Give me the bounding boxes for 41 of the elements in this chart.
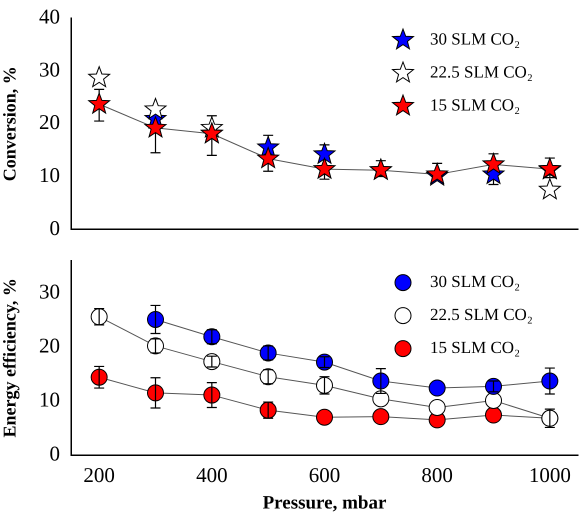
legend-label: 22.5 SLM CO₂: [430, 62, 533, 82]
point: [260, 344, 277, 362]
point: [485, 406, 502, 424]
y-tick-label: 20: [39, 110, 60, 134]
y-axis-title: Energy efficiency, %: [0, 278, 20, 438]
y-tick-label: 0: [50, 442, 60, 466]
y-axis-title: Conversion, %: [0, 66, 20, 182]
point: [538, 178, 561, 200]
point: [428, 398, 446, 416]
point: [372, 408, 390, 426]
y-tick-label: 10: [39, 388, 60, 412]
x-tick-label: 400: [196, 463, 228, 488]
x-tick-label: 200: [83, 463, 115, 488]
y-tick-label: 40: [39, 4, 60, 29]
legend-label: 15 SLM CO₂: [430, 95, 520, 114]
point: [147, 310, 164, 328]
point: [203, 328, 220, 346]
y-tick-label: 10: [39, 163, 60, 188]
y-tick-label: 30: [39, 57, 60, 82]
point: [482, 152, 504, 174]
legend-label: 15 SLM CO₂: [430, 338, 520, 358]
point: [144, 98, 166, 119]
x-tick-label: 600: [308, 463, 340, 488]
legend-label: 30 SLM CO₂: [430, 29, 520, 48]
legend-label: 22.5 SLM CO₂: [430, 305, 533, 324]
point: [147, 384, 164, 402]
x-axis-title: Pressure, mbar: [262, 492, 387, 514]
point: [316, 408, 333, 426]
x-tick-label: 1000: [528, 463, 571, 488]
point: [428, 380, 446, 397]
legend-label: 30 SLM CO₂: [430, 272, 520, 292]
x-tick-label: 800: [421, 463, 453, 488]
point: [88, 66, 110, 88]
y-tick-label: 30: [39, 280, 60, 304]
point: [257, 147, 280, 168]
y-tick-label: 0: [50, 216, 60, 240]
point: [314, 142, 336, 164]
point: [314, 158, 336, 179]
y-tick-label: 20: [39, 334, 60, 358]
point: [144, 116, 166, 138]
point: [88, 92, 110, 114]
